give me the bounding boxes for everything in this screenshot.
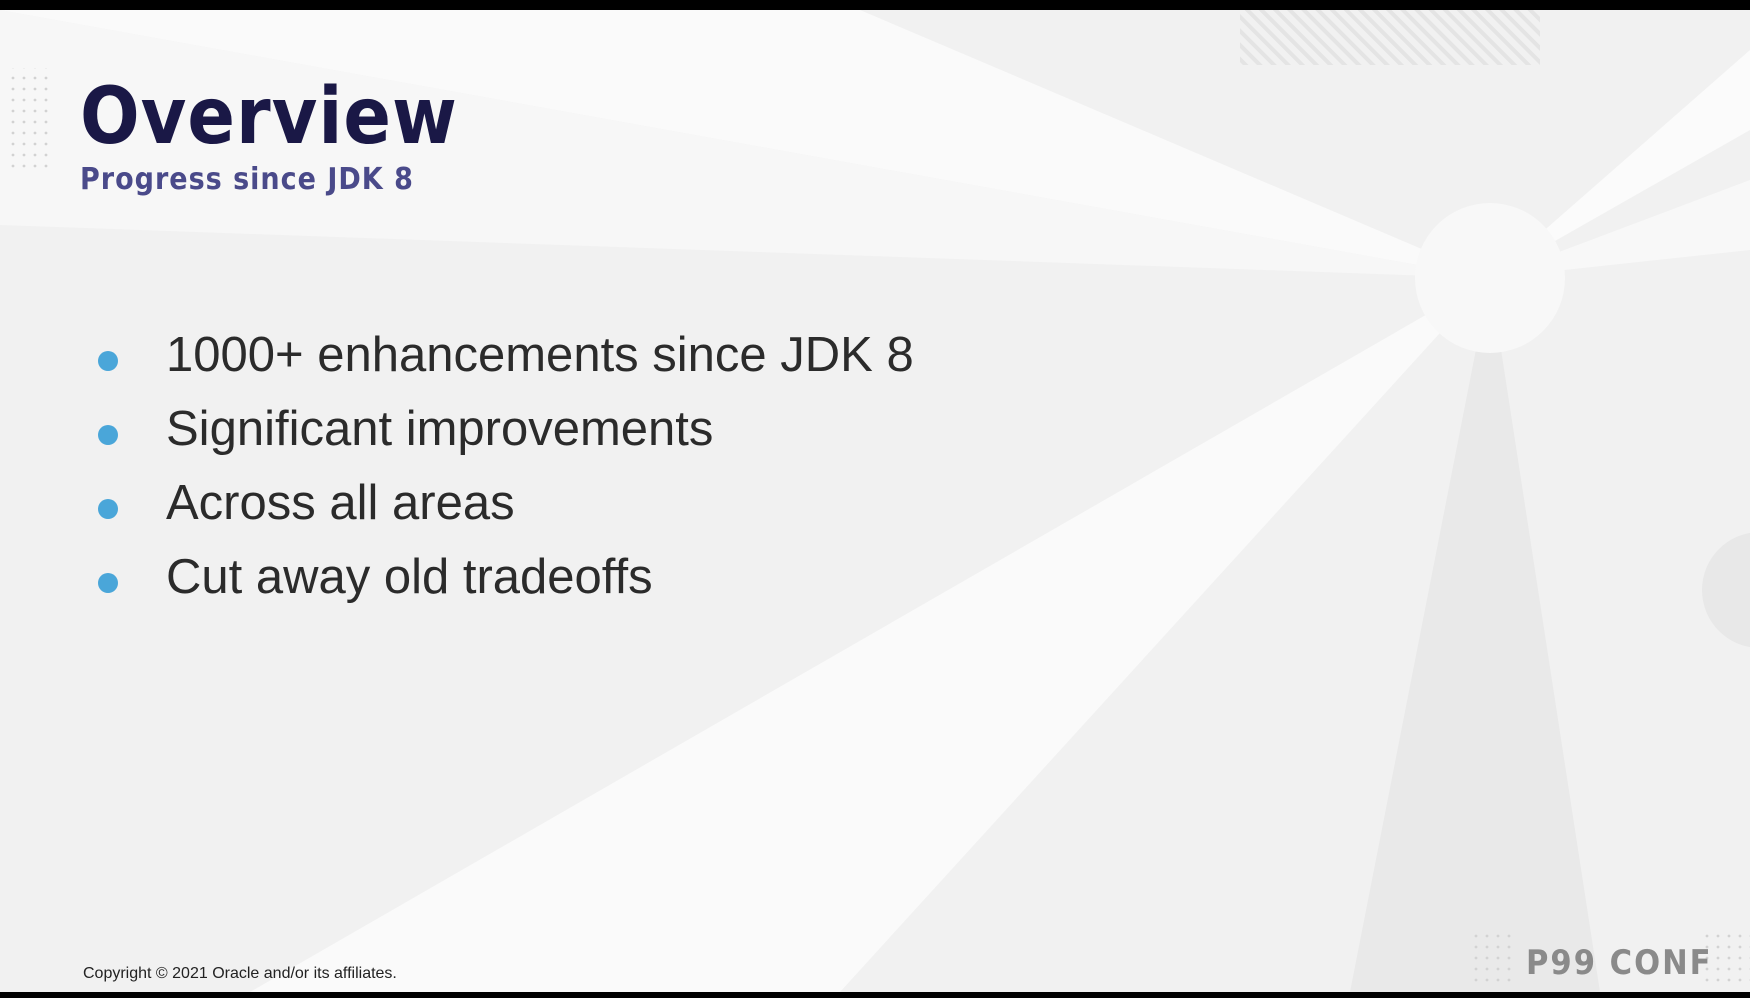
conference-logo: P99 CONF [1526,943,1713,983]
copyright-notice: Copyright © 2021 Oracle and/or its affil… [83,965,397,982]
bullet-item: Across all areas [96,466,914,540]
background-rays [0,10,1750,992]
bullet-item: Significant improvements [96,392,914,466]
bullet-item: Cut away old tradeoffs [96,540,914,614]
bullet-list: 1000+ enhancements since JDK 8 Significa… [96,318,914,614]
slide-subtitle: Progress since JDK 8 [80,162,414,197]
bullet-item: 1000+ enhancements since JDK 8 [96,318,914,392]
slide: Overview Progress since JDK 8 1000+ enha… [0,10,1750,992]
slide-title: Overview [80,72,458,162]
